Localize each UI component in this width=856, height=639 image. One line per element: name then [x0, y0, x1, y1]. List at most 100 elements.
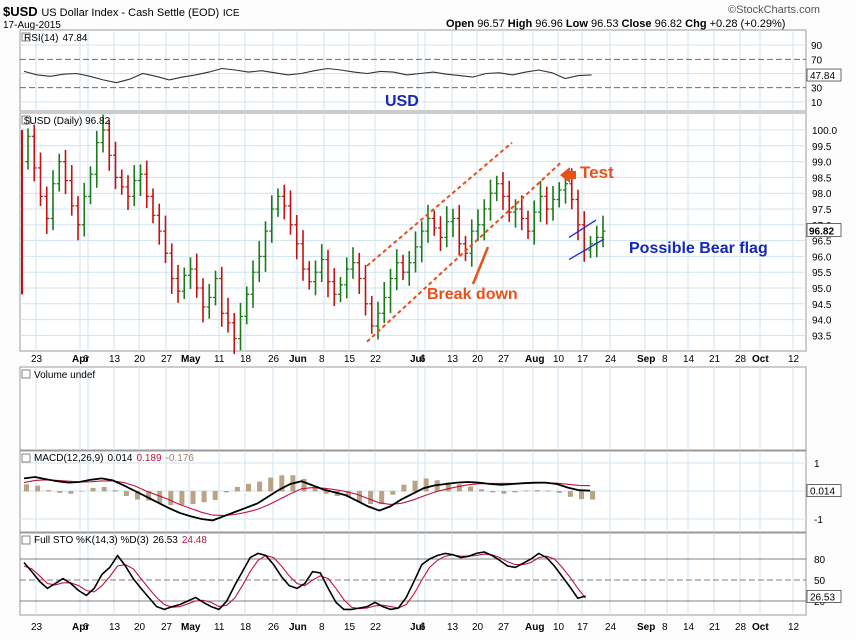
rsi-current-tag-box	[806, 68, 842, 82]
sto-k-line	[23, 551, 586, 611]
macd-histogram-bar	[24, 484, 29, 492]
macd-histogram-bar	[501, 491, 507, 494]
x-axis-label: 27	[161, 622, 173, 633]
x-axis-label: 14	[683, 354, 695, 365]
macd-histogram-bar	[268, 477, 274, 492]
rsi-tick-label: 30	[811, 84, 823, 95]
x-axis-label: 17	[577, 622, 589, 633]
price-bar	[163, 215, 168, 264]
breakdown-pointer	[471, 246, 490, 285]
price-tick-label: 95.5	[812, 268, 832, 279]
price-bar	[363, 264, 368, 316]
price-tick-label: 94.5	[812, 300, 832, 311]
x-axis-label: 24	[605, 354, 617, 365]
price-bar	[450, 208, 456, 238]
price-bar	[319, 244, 325, 282]
x-axis-label: 13	[109, 622, 121, 633]
price-bar	[556, 182, 562, 208]
x-axis-label: 26	[268, 354, 280, 365]
x-axis-label: 21	[709, 354, 721, 365]
x-axis-label: 17	[577, 354, 589, 365]
x-axis-label: 8	[319, 354, 325, 365]
panel-frame-price	[19, 112, 807, 352]
sto-d-value: 24.48	[182, 535, 207, 546]
price-bar	[444, 206, 450, 248]
price-bar	[300, 230, 306, 281]
macd-histogram-bar	[246, 483, 251, 492]
price-bar	[106, 120, 112, 171]
price-bar	[169, 243, 175, 295]
price-bar	[25, 128, 31, 170]
price-bar	[94, 130, 100, 188]
rsi-current-tag: 47.84	[810, 71, 835, 82]
sto-current-tag: 26.53	[810, 592, 835, 603]
macd-hist-value: -0.176	[166, 453, 195, 464]
x-axis-label: 14	[683, 622, 695, 633]
price-bar	[513, 199, 518, 228]
x-axis-label: 10	[553, 354, 565, 365]
price-bar	[263, 221, 268, 272]
price-bar	[188, 257, 193, 289]
macd-histogram-bar	[357, 491, 362, 502]
x-axis-label: 26	[268, 622, 280, 633]
x-axis-label: 20	[472, 354, 484, 365]
macd-histogram-bar	[456, 484, 462, 492]
x-axis-label: 20	[134, 354, 146, 365]
price-bar	[438, 216, 443, 252]
price-bar	[144, 160, 150, 209]
x-axis-label: 20	[472, 622, 484, 633]
symbol-exchange: ICE	[222, 8, 240, 19]
x-axis-label: 20	[134, 622, 146, 633]
panel-menu-icon	[21, 369, 31, 379]
rsi-tick-label: 90	[811, 41, 823, 52]
price-bar	[38, 152, 43, 207]
price-bar	[63, 149, 68, 195]
x-axis-label: 18	[240, 622, 252, 633]
price-bar	[50, 170, 56, 231]
price-bar	[75, 196, 81, 241]
price-bar	[538, 180, 543, 222]
price-label: $USD (Daily) 96.82	[24, 116, 111, 127]
low-value: 96.53	[590, 18, 619, 30]
price-bar	[231, 312, 237, 355]
price-bar	[356, 252, 362, 295]
rsi-value: 47.84	[62, 33, 87, 44]
price-tick-label: 99.5	[812, 142, 832, 153]
x-axis-label: 24	[605, 622, 617, 633]
price-bar	[400, 254, 406, 281]
price-bar	[394, 249, 400, 291]
x-axis-label: Jul	[410, 622, 425, 633]
macd-histogram-bar	[512, 491, 518, 493]
price-bar	[350, 247, 356, 279]
x-axis-label: Jun	[289, 354, 307, 365]
symbol-name: US Dollar Index - Cash Settle (EOD)	[41, 7, 220, 19]
panel-frame-rsi	[19, 29, 807, 112]
price-bar	[213, 270, 218, 306]
price-bar	[225, 297, 231, 333]
sto-tick-label: 80	[814, 555, 826, 566]
symbol-title: $USD US Dollar Index - Cash Settle (EOD)…	[3, 4, 240, 19]
price-bar	[519, 195, 525, 231]
panel-menu-icon	[21, 32, 31, 42]
x-axis-label: 8	[662, 622, 668, 633]
x-axis-label: Jun	[289, 622, 307, 633]
x-axis-label: 28	[735, 622, 747, 633]
price-bar	[369, 295, 375, 334]
price-bar	[406, 251, 412, 286]
chg-value: +0.28 (+0.29%)	[709, 18, 786, 30]
price-bar	[275, 188, 281, 217]
price-bar	[456, 204, 462, 256]
price-bar	[313, 260, 318, 296]
macd-histogram-bar	[323, 491, 329, 494]
x-axis-label: 8	[662, 354, 668, 365]
macd-label: MACD(12,26,9) 0.014 0.189 -0.176	[34, 453, 194, 464]
macd-histogram-bar	[212, 491, 218, 501]
macd-histogram-bar	[401, 484, 407, 492]
macd-histogram-bar	[368, 491, 374, 505]
panel-menu-icon	[21, 453, 31, 463]
open-label: Open	[446, 18, 475, 30]
price-current-tag-box	[806, 223, 842, 237]
x-axis-label: 12	[788, 354, 800, 365]
bear-flag-annotation: Possible Bear flag	[629, 240, 768, 257]
